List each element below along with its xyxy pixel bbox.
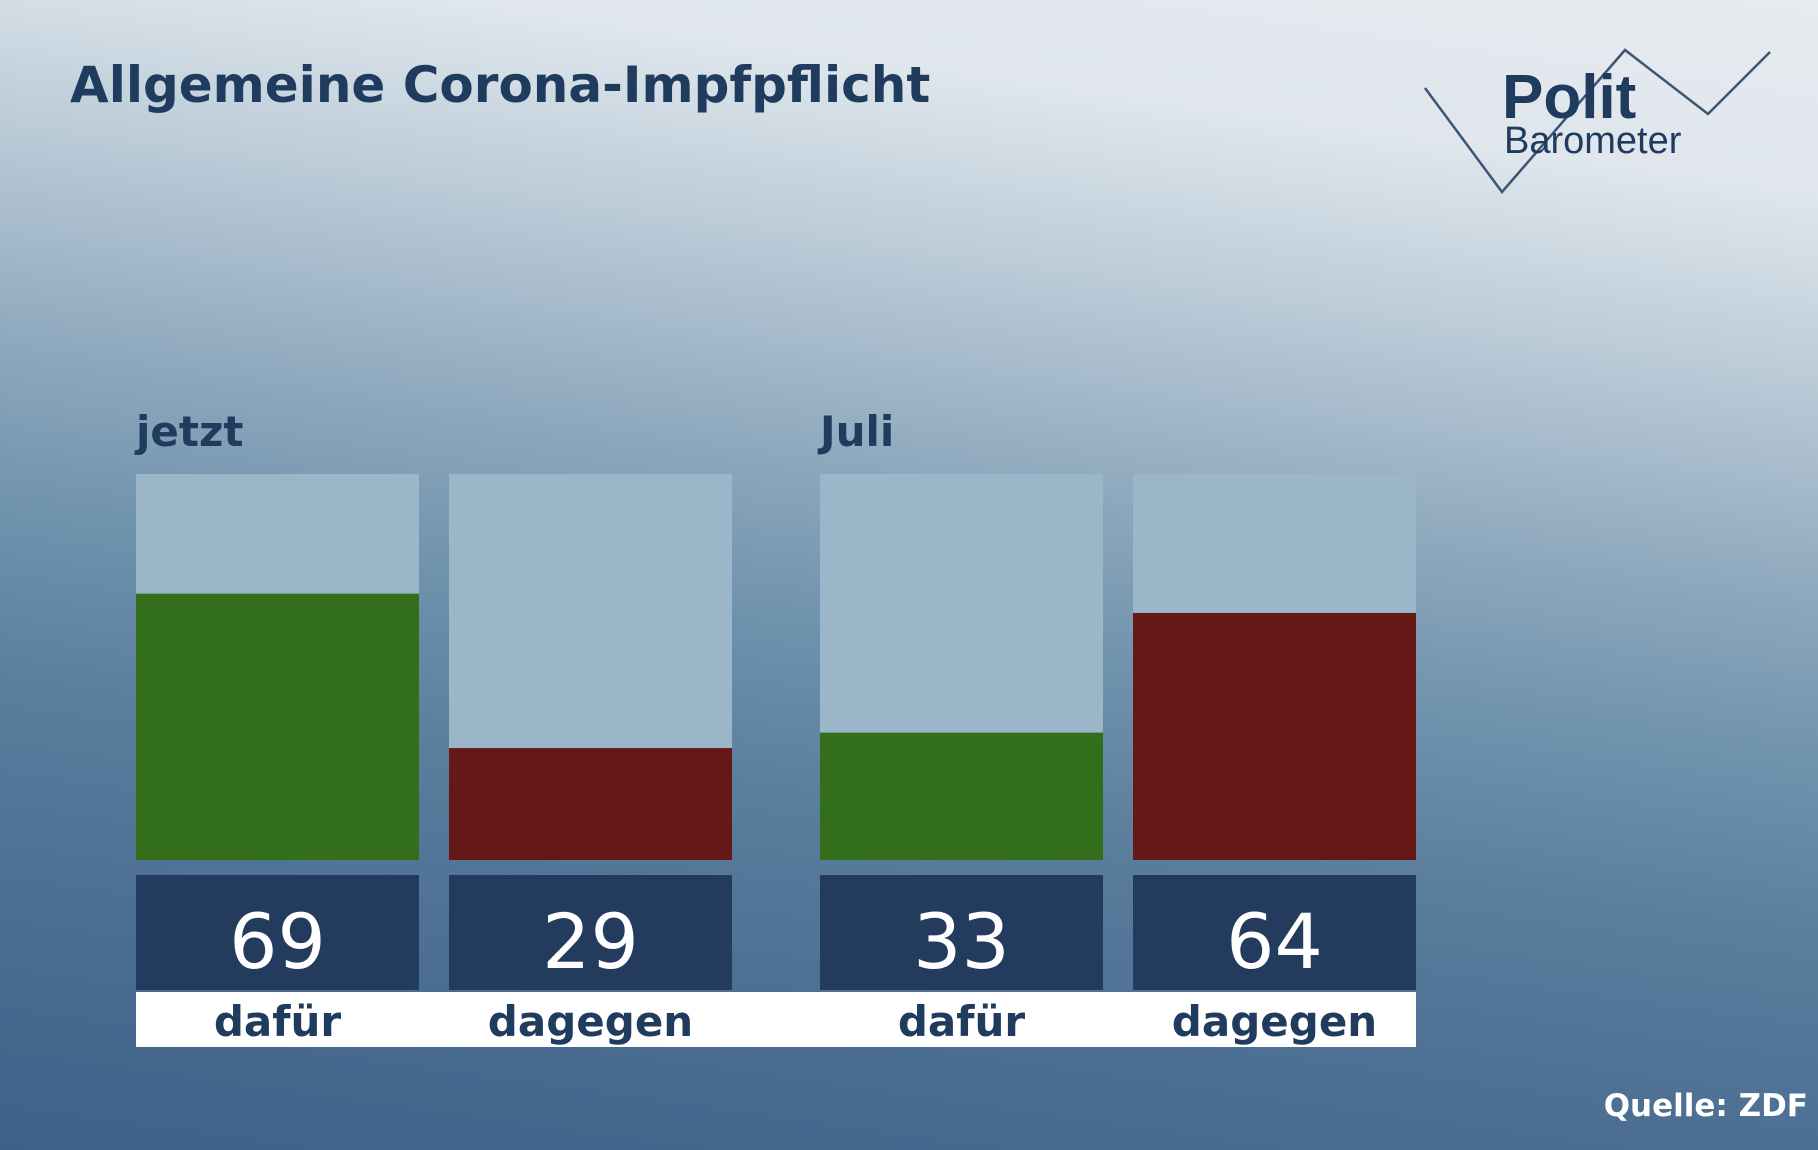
- bar-Juli-dagegen: [1133, 612, 1416, 860]
- politbarometer-logo: Polit Barometer: [1420, 46, 1780, 206]
- group-label-1: Juli: [817, 407, 894, 456]
- value-box: [449, 875, 732, 990]
- value-box: [1133, 875, 1416, 990]
- logo-text-barometer: Barometer: [1504, 120, 1682, 162]
- data-label: 69: [229, 897, 326, 986]
- logo-text-polit: Polit: [1502, 63, 1637, 132]
- category-label: dagegen: [488, 997, 693, 1046]
- category-label: dafür: [214, 997, 342, 1046]
- category-label: dafür: [898, 997, 1026, 1046]
- category-label-strip: [136, 992, 1416, 1047]
- bar-Juli-dafuer: [820, 732, 1103, 860]
- bar-jetzt-dagegen: [449, 748, 732, 860]
- group-label-0: jetzt: [134, 407, 243, 456]
- category-label: dagegen: [1172, 997, 1377, 1046]
- data-label: 64: [1226, 897, 1323, 986]
- chart-title: Allgemeine Corona-Impfpflicht: [70, 56, 931, 114]
- data-label: 33: [913, 897, 1010, 986]
- data-label: 29: [542, 897, 639, 986]
- bar-jetzt-dafuer: [136, 593, 419, 860]
- source-note: Quelle: ZDF: [1603, 1088, 1808, 1124]
- zigzag-line-icon: [1423, 48, 1771, 194]
- value-box: [820, 875, 1103, 990]
- value-box: [136, 875, 419, 990]
